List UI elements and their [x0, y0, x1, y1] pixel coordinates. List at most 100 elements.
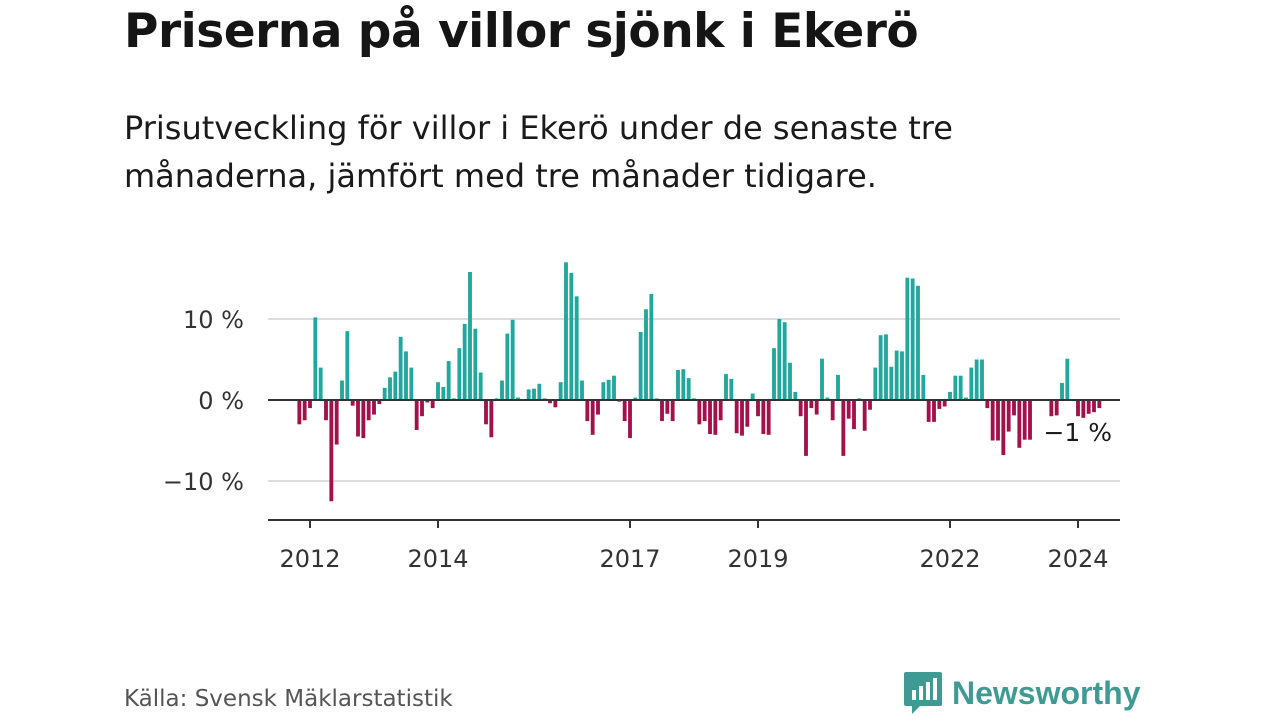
x-tick-label: 2022	[919, 545, 980, 573]
bar	[1049, 400, 1054, 417]
bar	[393, 371, 398, 400]
bar	[665, 400, 670, 414]
bar	[366, 400, 371, 421]
bar	[1092, 400, 1096, 413]
bar	[836, 374, 840, 400]
bar	[942, 400, 947, 407]
bar	[862, 400, 867, 431]
bar	[772, 348, 776, 400]
bar	[500, 380, 504, 400]
bar	[553, 400, 558, 408]
bar	[670, 400, 675, 422]
bar	[953, 375, 958, 400]
y-tick-label: −10 %	[163, 468, 244, 496]
bar	[782, 322, 787, 400]
bar	[532, 388, 536, 400]
bar	[1081, 400, 1086, 418]
x-axis-ticks: 2012 2014 2017 2019 2022 2024	[279, 520, 1109, 573]
bar	[361, 400, 366, 439]
bar	[1012, 400, 1016, 416]
bar	[660, 400, 664, 422]
bar	[345, 331, 350, 400]
bar	[1001, 400, 1006, 456]
bar	[580, 380, 584, 400]
bar	[756, 400, 760, 417]
bar	[985, 400, 990, 409]
bar	[894, 350, 899, 400]
bar	[510, 319, 515, 400]
bar	[462, 323, 467, 400]
newsworthy-logo-icon	[904, 672, 942, 714]
bar	[868, 400, 872, 410]
bar	[793, 391, 798, 400]
bar	[905, 277, 910, 400]
bar	[302, 400, 307, 421]
bar	[372, 400, 376, 415]
bar	[766, 400, 771, 435]
bar	[681, 369, 686, 400]
bar	[750, 393, 755, 400]
bar	[884, 334, 888, 400]
bar	[921, 374, 926, 400]
bar	[852, 400, 856, 430]
bar	[601, 382, 606, 400]
bar	[537, 383, 542, 400]
gridlines	[268, 318, 1120, 482]
bar	[398, 336, 403, 400]
bar	[996, 400, 1000, 441]
bar	[356, 400, 360, 437]
bar	[1097, 400, 1102, 409]
bar	[414, 400, 419, 430]
bar	[649, 293, 654, 400]
bar	[505, 333, 510, 400]
bar	[1017, 400, 1022, 448]
chart-subtitle: Prisutveckling för villor i Ekerö under …	[124, 109, 953, 195]
last-value-label: −1 %	[1043, 418, 1112, 447]
y-tick-label: 0 %	[198, 387, 244, 415]
bar	[937, 400, 942, 409]
bar	[446, 361, 451, 400]
source-note: Källa: Svensk Mäklarstatistik	[124, 686, 453, 712]
bar	[1028, 400, 1032, 440]
bar	[889, 366, 894, 400]
bar	[718, 400, 723, 421]
bar	[846, 400, 851, 419]
bar	[958, 375, 963, 400]
bar	[873, 367, 878, 400]
bar	[329, 400, 334, 502]
bar	[1054, 400, 1059, 416]
bar	[798, 400, 803, 417]
bar	[318, 367, 323, 400]
bar	[804, 400, 808, 456]
bar	[308, 400, 312, 409]
bar	[926, 400, 931, 422]
bar	[980, 359, 984, 400]
bar	[622, 400, 627, 422]
bar	[548, 400, 552, 404]
brand-logo: Newsworthy	[902, 670, 1140, 716]
bar	[526, 389, 531, 400]
bar	[409, 367, 414, 400]
bar	[457, 348, 462, 400]
bar	[590, 400, 595, 435]
bar	[686, 378, 691, 400]
bar	[334, 400, 339, 445]
bar	[436, 382, 440, 400]
bar	[404, 351, 408, 400]
bar	[564, 262, 568, 400]
x-tick-label: 2017	[599, 545, 660, 573]
bar	[606, 379, 611, 400]
bar	[489, 400, 494, 438]
bar	[964, 397, 968, 400]
bar	[340, 380, 344, 400]
bar	[713, 400, 718, 435]
bar	[697, 400, 702, 425]
bar	[814, 400, 819, 415]
bar	[841, 400, 846, 456]
bar	[1022, 400, 1027, 440]
bar	[585, 400, 590, 422]
bar	[676, 370, 680, 400]
bar	[425, 400, 430, 403]
bar	[974, 359, 979, 400]
